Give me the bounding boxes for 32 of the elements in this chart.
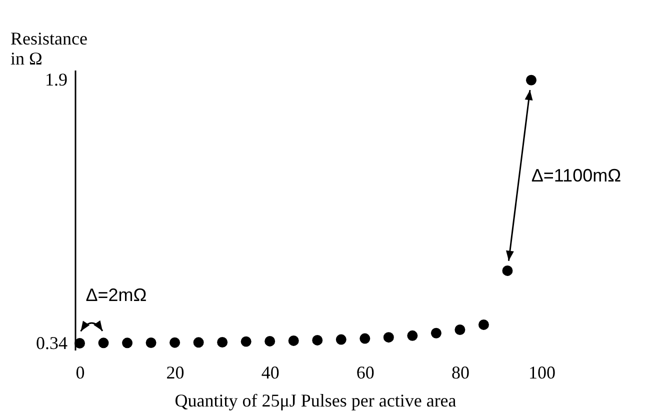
x-axis-title: Quantity of 25μJ Pulses per active area bbox=[174, 390, 456, 410]
y-tick-label: 1.9 bbox=[45, 70, 68, 90]
x-tick-label: 0 bbox=[76, 362, 85, 382]
point bbox=[288, 335, 299, 346]
point bbox=[383, 332, 394, 343]
annotation: Δ=2mΩ bbox=[86, 284, 147, 305]
y-axis-title: Resistance in Ω bbox=[10, 28, 88, 68]
point bbox=[336, 334, 346, 345]
point bbox=[407, 330, 418, 341]
point bbox=[526, 74, 536, 86]
point bbox=[430, 328, 442, 338]
point bbox=[478, 319, 489, 330]
point bbox=[217, 337, 228, 348]
x-tick-label: 100 bbox=[528, 362, 556, 382]
point bbox=[98, 338, 109, 348]
x-tick-label: 60 bbox=[356, 362, 374, 382]
point bbox=[74, 338, 85, 348]
point bbox=[454, 324, 466, 335]
point bbox=[502, 265, 513, 276]
point bbox=[146, 338, 156, 348]
x-tick-label: 40 bbox=[261, 362, 280, 382]
annotation: Δ=1100mΩ bbox=[531, 165, 622, 186]
y-tick-label: 0.34 bbox=[36, 332, 68, 353]
point bbox=[360, 333, 370, 344]
point bbox=[312, 334, 323, 346]
x-tick-label: 80 bbox=[451, 362, 470, 382]
point bbox=[240, 336, 252, 347]
x-tick-label: 20 bbox=[166, 362, 184, 382]
point bbox=[170, 337, 180, 348]
point bbox=[193, 337, 204, 348]
point bbox=[122, 338, 133, 348]
point bbox=[264, 336, 276, 346]
